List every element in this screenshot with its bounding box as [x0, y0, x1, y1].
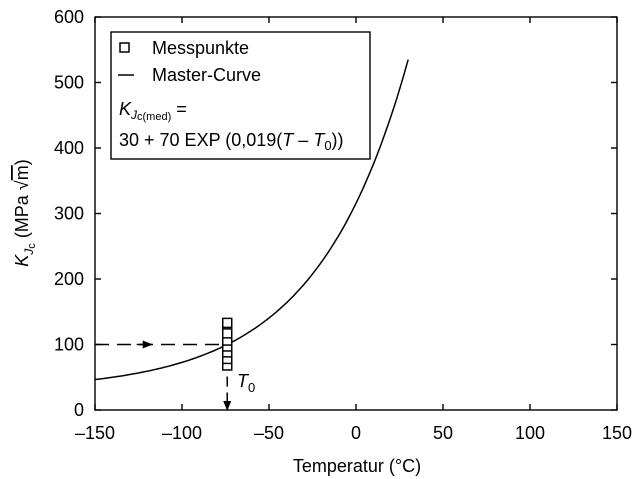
x-tick-label: 0: [351, 423, 361, 443]
points-layer: [221, 317, 233, 371]
x-tick-label: 150: [602, 423, 632, 443]
y-tick-label: 500: [54, 73, 84, 93]
y-axis-label: KJc (MPa √m): [12, 159, 38, 266]
y-tick-label: 200: [54, 269, 84, 289]
messpunkt-marker: [221, 317, 233, 329]
legend-formula-lhs-sub: J: [130, 108, 138, 122]
legend: Messpunkte Master-Curve KJc(med) = 30 + …: [110, 31, 371, 160]
y-axis-label-unit-close: ): [12, 159, 32, 165]
y-axis-label-main: K: [12, 254, 32, 267]
y-tick-label: 600: [54, 7, 84, 27]
t0-label-main: T: [237, 371, 250, 391]
y-axis-label-sqrt: √: [12, 180, 32, 190]
messpunkt-marker: [221, 328, 233, 339]
ticks-layer: –150 –100 –50 0 50 100 150 0 100 200 300 400 500 600: [54, 7, 632, 443]
legend-formula-rhs-suffix: )): [332, 130, 344, 150]
curve-layer: [94, 59, 409, 381]
legend-formula-lhs-eq: =: [171, 99, 187, 119]
x-tick-label: –50: [254, 423, 284, 443]
y-axis-label-subsub: c: [26, 243, 38, 249]
legend-label-master-curve: Master-Curve: [152, 65, 261, 85]
t0-label: T0: [237, 371, 255, 395]
y-axis-label-unit-open: (MPa: [12, 190, 32, 243]
master-curve-line: [94, 59, 409, 381]
y-axis-label-m: m: [12, 165, 32, 180]
legend-formula-rhs-t0: T: [313, 130, 326, 150]
legend-formula-rhs: 30 + 70 EXP (0,019(T – T0)): [119, 130, 344, 153]
legend-marker-messpunkte: [119, 42, 130, 53]
x-tick-label: –150: [75, 423, 115, 443]
legend-formula-rhs-minus: –: [293, 130, 313, 150]
legend-box: [110, 31, 371, 160]
x-tick-label: 50: [433, 423, 453, 443]
y-tick-label: 0: [74, 400, 84, 420]
y-tick-label: 100: [54, 335, 84, 355]
t0-label-sub: 0: [248, 380, 255, 395]
legend-formula-rhs-prefix: 30 + 70 EXP (0,019(: [119, 130, 282, 150]
x-tick-label: –100: [162, 423, 202, 443]
y-tick-label: 400: [54, 138, 84, 158]
x-axis-label: Temperatur (°C): [293, 456, 421, 476]
legend-formula-lhs-main: K: [119, 99, 132, 119]
y-axis-label-sub: J: [22, 248, 36, 256]
legend-formula-rhs-t: T: [282, 130, 295, 150]
legend-formula-lhs: KJc(med) =: [119, 99, 187, 123]
legend-formula-rhs-t0-sub: 0: [324, 138, 331, 153]
legend-formula-lhs-subsub: c(med): [137, 111, 171, 123]
y-tick-label: 300: [54, 204, 84, 224]
legend-label-messpunkte: Messpunkte: [152, 38, 249, 58]
x-tick-label: 100: [515, 423, 545, 443]
